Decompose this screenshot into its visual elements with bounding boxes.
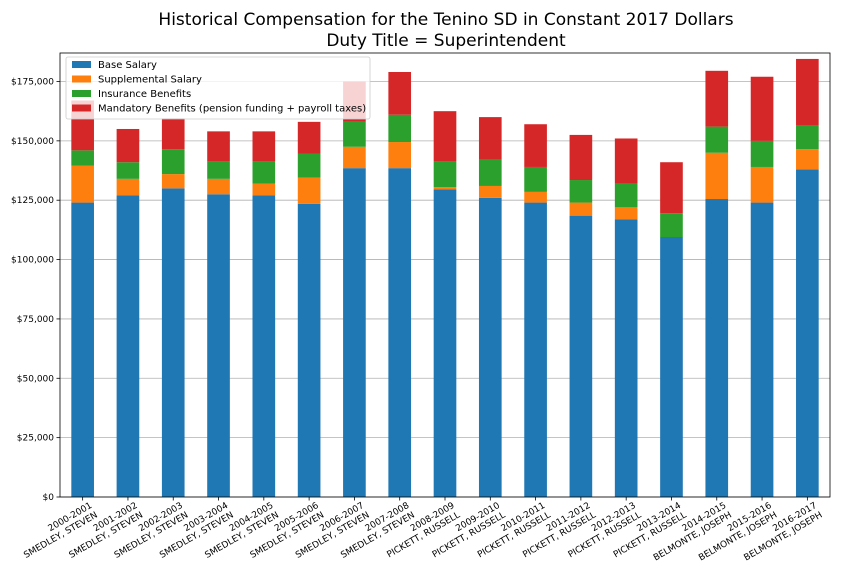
bar-segment (614, 219, 638, 498)
chart-title: Historical Compensation for the Tenino S… (158, 10, 733, 30)
bar-segment (569, 180, 593, 203)
bar-segment (207, 178, 230, 195)
bars (71, 58, 819, 498)
bar-segment (796, 125, 819, 150)
legend-entry: Base Salary (98, 60, 157, 71)
y-tick-label: $0 (43, 493, 55, 503)
bar-segment (343, 168, 366, 497)
legend-entry: Supplemental Salary (98, 75, 202, 86)
legend-box (65, 56, 371, 120)
bar-segment (71, 165, 94, 203)
x-axis: 2000-2001SMEDLEY, STEVEN2001-2002SMEDLEY… (22, 497, 824, 563)
bar-segment (660, 237, 683, 498)
y-tick-label: $125,000 (11, 196, 54, 206)
bar-segment (614, 138, 638, 184)
bar-segment (705, 70, 729, 127)
bar-segment (297, 121, 321, 154)
bar-segment (207, 131, 230, 162)
bar-segment (569, 202, 593, 216)
legend-swatch (72, 90, 91, 97)
bar-segment (478, 185, 502, 198)
bar-segment (614, 183, 638, 208)
bar-segment (116, 195, 140, 497)
bar-segment (569, 215, 593, 497)
chart-subtitle: Duty Title = Superintendent (326, 31, 566, 51)
bar-segment (116, 162, 140, 179)
legend-entry: Insurance Benefits (98, 89, 191, 100)
y-tick-label: $25,000 (17, 434, 54, 444)
legend-swatch (72, 75, 91, 83)
legend: Base Salary Supplemental Salary Insurance … (65, 56, 371, 120)
bar-segment (71, 202, 94, 497)
bar-segment (750, 76, 774, 141)
bar-segment (343, 121, 366, 147)
bar-segment (252, 131, 276, 162)
y-tick-label: $175,000 (11, 77, 54, 87)
bar-segment (252, 183, 276, 196)
bar-segment (297, 203, 321, 497)
legend-swatch (72, 104, 91, 112)
bar-segment (433, 189, 457, 498)
bar-segment (796, 58, 819, 126)
bar-segment (478, 159, 502, 186)
bar-segment (388, 71, 412, 115)
y-tick-label: $75,000 (17, 315, 54, 325)
bar-segment (116, 178, 140, 196)
bar-segment (705, 199, 729, 497)
bar-segment (433, 187, 457, 190)
bar-segment (705, 152, 729, 200)
bar-segment (161, 174, 185, 189)
bar-segment (343, 146, 366, 169)
bar-segment (388, 114, 412, 143)
bar-segment (388, 142, 412, 169)
legend-swatch (72, 61, 91, 68)
bar-segment (750, 140, 774, 167)
bar-segment (433, 161, 457, 188)
bar-segment (207, 194, 230, 498)
bar-segment (388, 168, 412, 497)
bar-segment (569, 134, 593, 181)
bar-segment (207, 161, 230, 179)
bar-segment (614, 207, 638, 220)
bar-segment (750, 202, 774, 497)
bar-segment (660, 162, 683, 214)
y-tick-label: $50,000 (17, 374, 54, 384)
legend-entry: Mandatory Benefits (pension funding + pa… (98, 104, 366, 115)
y-tick-label: $100,000 (11, 256, 54, 266)
bar-segment (478, 117, 502, 160)
bar-segment (252, 195, 276, 497)
bar-segment (161, 118, 185, 150)
bar-segment (161, 188, 185, 497)
bar-segment (524, 202, 547, 497)
bar-segment (524, 124, 547, 167)
bar-segment (252, 161, 276, 184)
bar-segment (116, 128, 140, 163)
y-tick-label: $150,000 (11, 137, 54, 147)
y-axis: $0 $25,000 $50,000 $75,000 $100,000 $125,000 $… (11, 77, 60, 503)
bar-segment (161, 149, 185, 175)
bar-segment (71, 150, 94, 166)
bar-segment (524, 191, 547, 203)
bar-segment (433, 111, 457, 162)
bar-segment (524, 166, 547, 192)
bar-segment (750, 166, 774, 203)
bar-segment (705, 126, 729, 153)
bar-segment (796, 169, 819, 498)
bar-segment (660, 213, 683, 238)
bar-segment (297, 177, 321, 204)
bar-segment (297, 153, 321, 178)
bar-segment (478, 197, 502, 497)
bar-segment (796, 149, 819, 170)
